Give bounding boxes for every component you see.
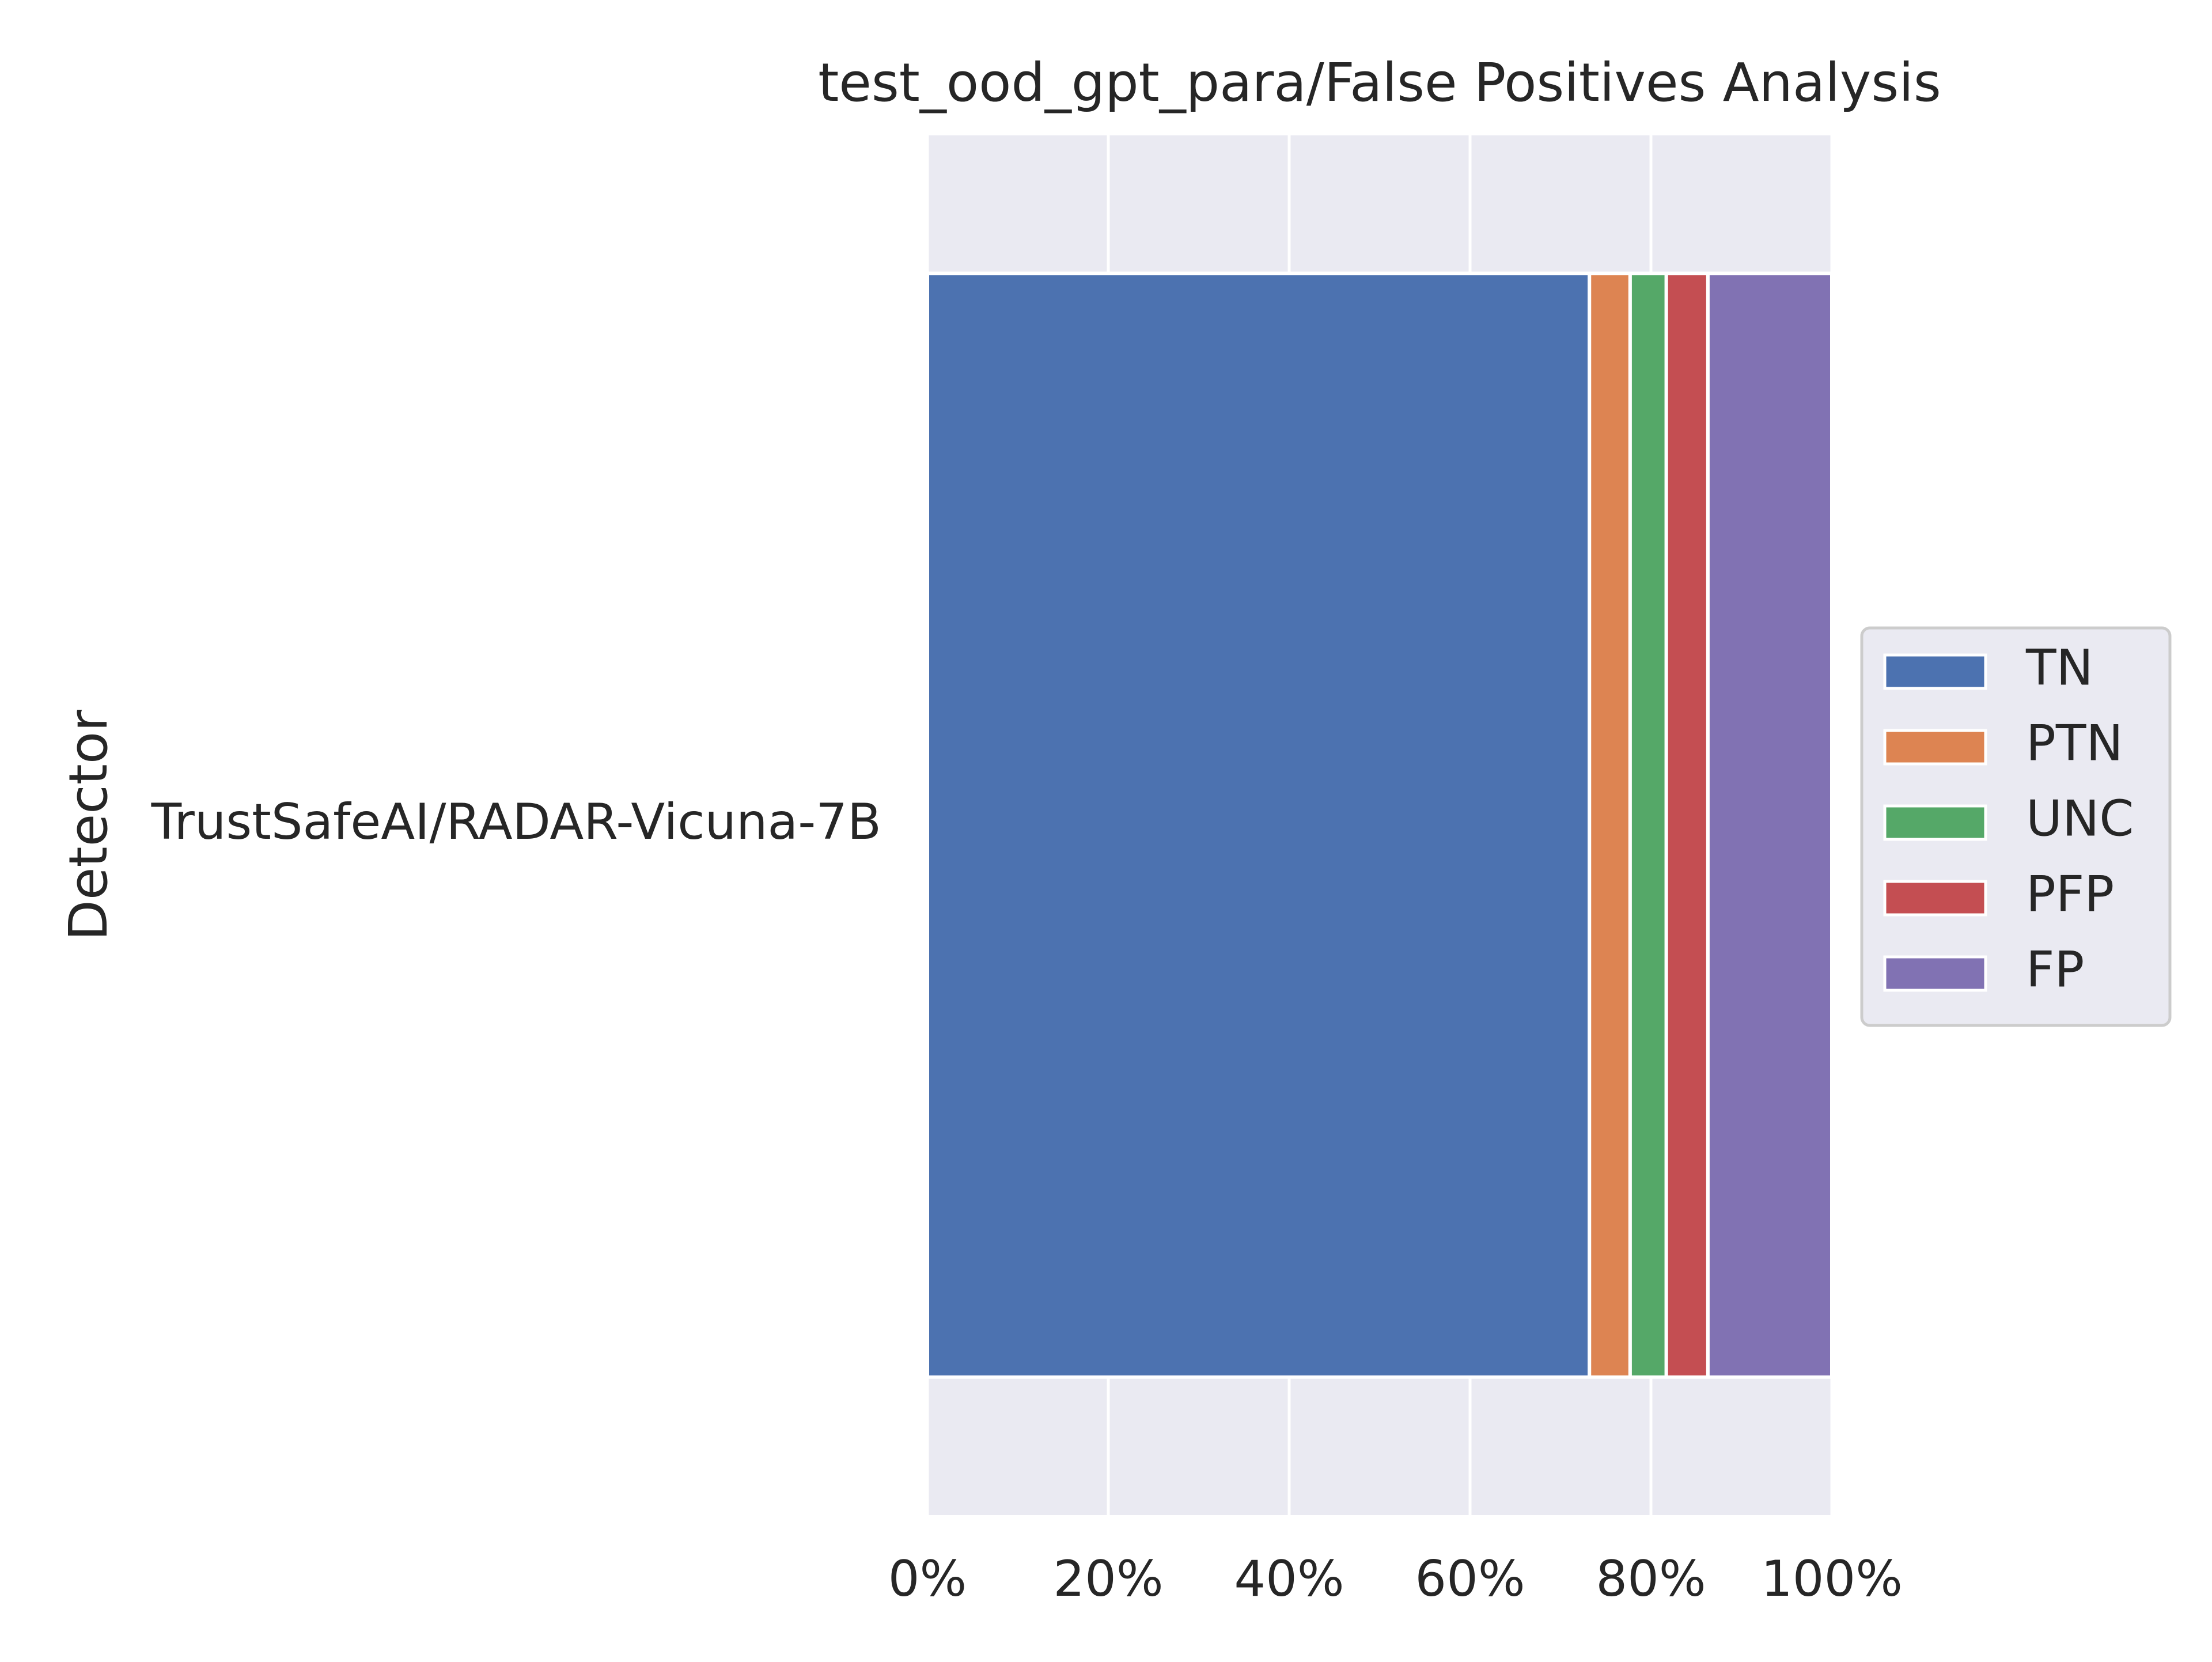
legend-label-ptn: PTN [2026, 714, 2123, 772]
legend: TN PTN UNC PFP FP [1860, 626, 2172, 1027]
bar-segment-tn [926, 271, 1592, 1379]
legend-swatch-pfp [1883, 880, 1987, 917]
x-tick-label: 20% [1053, 1550, 1163, 1608]
legend-label-fp: FP [2026, 941, 2084, 998]
y-tick-label: TrustSafeAI/RADAR-Vicuna-7B [151, 793, 881, 851]
x-tick-label: 60% [1415, 1550, 1525, 1608]
bar-segment-ptn [1588, 271, 1632, 1379]
legend-swatch-ptn [1883, 729, 1987, 766]
x-tick-label: 80% [1596, 1550, 1706, 1608]
y-axis-label: Detector [58, 710, 119, 941]
bar-segment-unc [1628, 271, 1668, 1379]
legend-label-tn: TN [2025, 639, 2093, 696]
legend-swatch-tn [1883, 653, 1987, 690]
legend-label-unc: UNC [2026, 790, 2134, 847]
x-tick-label: 0% [888, 1550, 967, 1608]
legend-swatch-unc [1883, 804, 1987, 841]
legend-swatch-fp [1883, 955, 1987, 992]
bars [926, 271, 1834, 1379]
legend-box [1860, 626, 2172, 1027]
chart-title: test_ood_gpt_para/False Positives Analys… [818, 52, 1941, 113]
x-tick-label: 100% [1761, 1550, 1903, 1608]
bar-segment-pfp [1664, 271, 1710, 1379]
x-tick-labels: 0% 20% 40% 60% 80% 100% [888, 1550, 1903, 1608]
legend-label-pfp: PFP [2026, 865, 2114, 923]
bar-segment-fp [1706, 271, 1834, 1379]
x-tick-label: 40% [1234, 1550, 1344, 1608]
y-tick-labels: TrustSafeAI/RADAR-Vicuna-7B [151, 793, 881, 851]
